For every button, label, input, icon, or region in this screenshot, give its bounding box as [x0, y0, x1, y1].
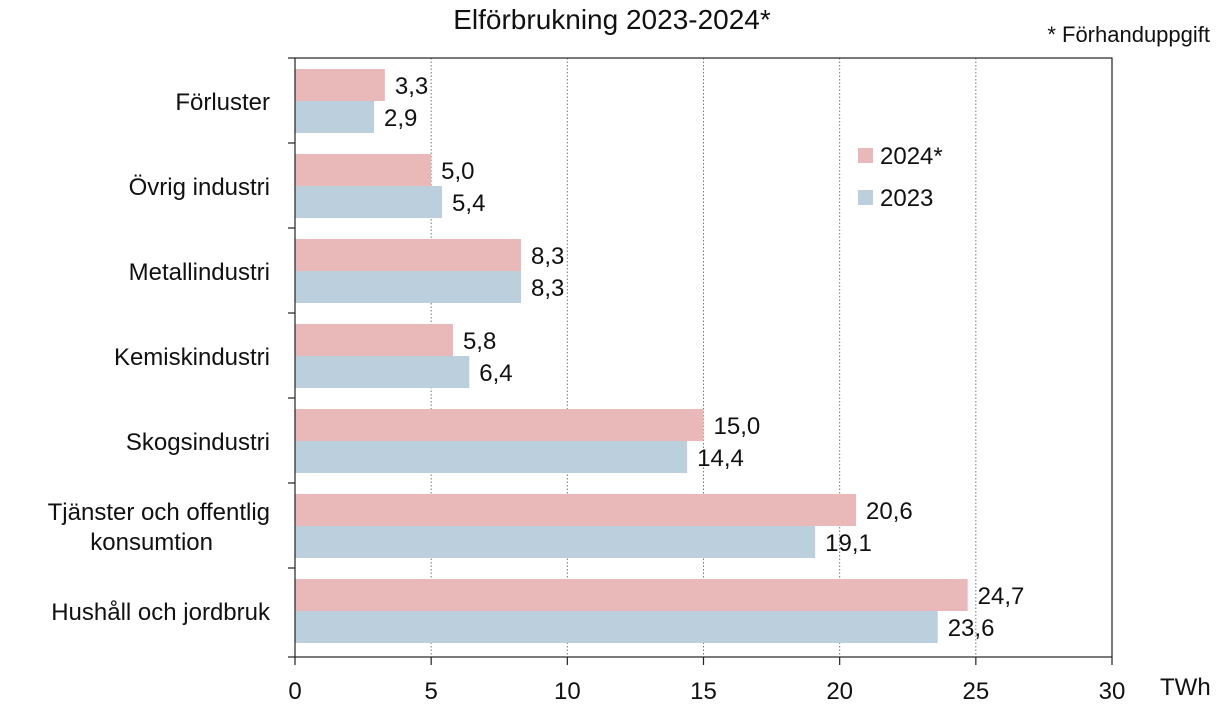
bar-s1-6 — [295, 611, 938, 643]
plot-frame — [288, 57, 1113, 665]
x-tick-label: 20 — [826, 678, 853, 705]
x-tick-label: 5 — [424, 678, 437, 705]
category-label-line: konsumtion — [90, 529, 213, 556]
category-label: Tjänster och offentlig konsumtion — [48, 499, 270, 556]
category-label: Kemiskindustri — [114, 344, 270, 371]
chart-title: Elförbrukning 2023-2024* — [453, 4, 771, 35]
legend-swatch-0 — [858, 148, 873, 163]
value-label: 15,0 — [714, 413, 761, 440]
bars — [295, 69, 968, 643]
value-label: 5,8 — [463, 328, 496, 355]
x-tick-label: 30 — [1099, 678, 1126, 705]
value-label: 20,6 — [866, 498, 913, 525]
bar-s1-3 — [295, 356, 470, 388]
legend: 2024* 2023 — [858, 143, 943, 212]
bar-s0-1 — [295, 154, 432, 186]
bar-s1-4 — [295, 441, 688, 473]
legend-label-1: 2023 — [880, 185, 933, 212]
value-label: 5,4 — [452, 190, 485, 217]
category-label: Övrig industri — [129, 174, 270, 201]
chart-note: * Förhanduppgift — [1047, 22, 1210, 47]
x-tick-label: 0 — [288, 678, 301, 705]
x-tick-label: 25 — [962, 678, 989, 705]
bar-s0-5 — [295, 494, 857, 526]
bar-s1-1 — [295, 186, 443, 218]
value-label: 8,3 — [531, 243, 564, 270]
value-label: 3,3 — [395, 73, 428, 100]
value-label: 8,3 — [531, 275, 564, 302]
value-label: 2,9 — [384, 105, 417, 132]
category-label: Skogsindustri — [126, 429, 270, 456]
value-label: 23,6 — [948, 615, 995, 642]
bar-s0-2 — [295, 239, 522, 271]
value-label: 6,4 — [479, 360, 512, 387]
bar-s1-0 — [295, 101, 374, 133]
bar-s1-2 — [295, 271, 522, 303]
category-label: Förluster — [175, 89, 270, 116]
x-tick-label: 10 — [554, 678, 581, 705]
category-label: Hushåll och jordbruk — [51, 599, 271, 626]
legend-swatch-1 — [858, 190, 873, 205]
labels: 3,3 2,9 5,0 5,4 8,3 8,3 5,8 6,4 15,0 14,4 20,6 19,1… — [48, 73, 1211, 705]
bar-s0-6 — [295, 579, 968, 611]
legend-label-0: 2024* — [880, 143, 943, 170]
bar-s0-4 — [295, 409, 704, 441]
category-label: Metallindustri — [129, 259, 270, 286]
bar-s1-5 — [295, 526, 816, 558]
bar-s0-3 — [295, 324, 453, 356]
bar-s0-0 — [295, 69, 385, 101]
x-axis-unit: TWh — [1160, 674, 1211, 701]
category-label-line: Tjänster och offentlig — [48, 499, 270, 526]
value-label: 5,0 — [441, 158, 474, 185]
value-label: 24,7 — [978, 583, 1025, 610]
x-tick-label: 15 — [690, 678, 717, 705]
value-label: 19,1 — [825, 530, 872, 557]
value-label: 14,4 — [697, 445, 744, 472]
